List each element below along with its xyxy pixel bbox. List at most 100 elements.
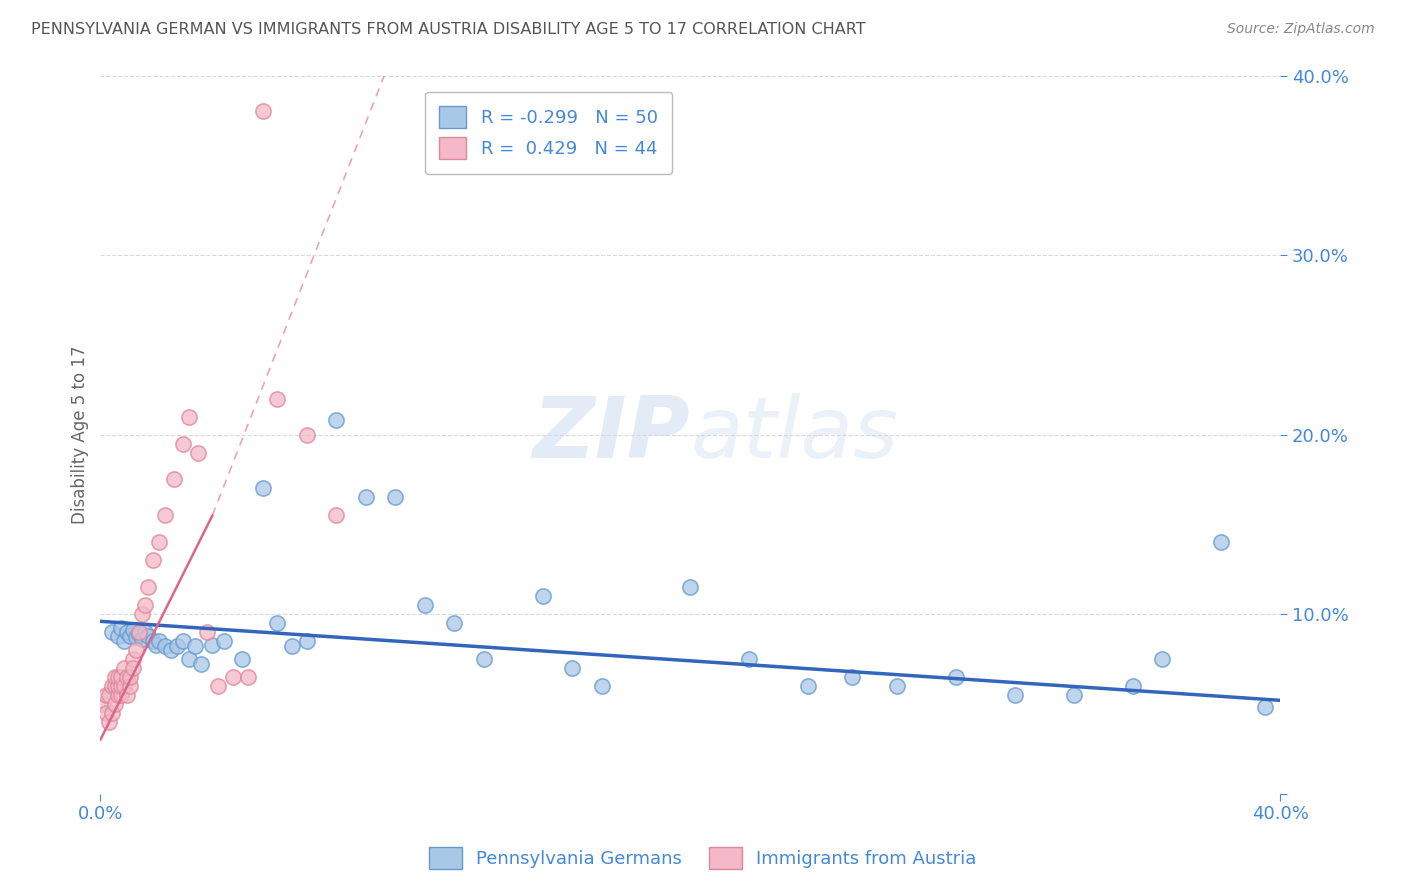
Point: [190, 657, 212, 672]
Point: [121, 652, 143, 666]
Point: [679, 580, 702, 594]
Legend: Pennsylvania Germans, Immigrants from Austria: Pennsylvania Germans, Immigrants from Au…: [422, 839, 984, 876]
Point: [177, 652, 200, 666]
Point: [886, 679, 908, 693]
Point: [101, 706, 124, 720]
Point: [252, 104, 274, 119]
Point: [1122, 679, 1144, 693]
Point: [136, 629, 159, 643]
Point: [104, 679, 127, 693]
Point: [142, 634, 165, 648]
Point: [160, 643, 183, 657]
Point: [121, 624, 143, 638]
Point: [443, 616, 465, 631]
Point: [118, 679, 141, 693]
Point: [115, 688, 138, 702]
Point: [118, 629, 141, 643]
Point: [155, 508, 177, 523]
Point: [107, 688, 129, 702]
Point: [212, 634, 235, 648]
Point: [131, 632, 153, 647]
Point: [107, 670, 129, 684]
Point: [222, 670, 245, 684]
Point: [1152, 652, 1174, 666]
Point: [172, 436, 194, 450]
Point: [112, 634, 135, 648]
Point: [561, 661, 583, 675]
Point: [107, 679, 129, 693]
Point: [266, 392, 288, 406]
Point: [91, 697, 114, 711]
Point: [163, 473, 186, 487]
Legend: R = -0.299   N = 50, R =  0.429   N = 44: R = -0.299 N = 50, R = 0.429 N = 44: [425, 92, 672, 174]
Point: [118, 670, 141, 684]
Point: [166, 640, 188, 654]
Point: [134, 598, 156, 612]
Point: [101, 625, 124, 640]
Point: [131, 607, 153, 621]
Point: [104, 697, 127, 711]
Point: [384, 491, 406, 505]
Point: [177, 409, 200, 424]
Point: [591, 679, 613, 693]
Point: [98, 688, 121, 702]
Point: [266, 616, 288, 631]
Point: [472, 652, 495, 666]
Point: [155, 640, 177, 654]
Point: [107, 629, 129, 643]
Point: [125, 631, 148, 645]
Point: [797, 679, 820, 693]
Point: [172, 634, 194, 648]
Point: [841, 670, 863, 684]
Point: [104, 670, 127, 684]
Text: atlas: atlas: [690, 393, 898, 476]
Point: [187, 445, 209, 459]
Point: [231, 652, 253, 666]
Point: [110, 622, 132, 636]
Point: [112, 661, 135, 675]
Point: [295, 427, 318, 442]
Point: [110, 679, 132, 693]
Point: [134, 625, 156, 640]
Point: [96, 706, 118, 720]
Point: [945, 670, 967, 684]
Point: [1004, 688, 1026, 702]
Point: [531, 589, 554, 603]
Point: [128, 627, 150, 641]
Point: [115, 670, 138, 684]
Point: [354, 491, 377, 505]
Point: [236, 670, 259, 684]
Y-axis label: Disability Age 5 to 17: Disability Age 5 to 17: [72, 345, 89, 524]
Point: [101, 679, 124, 693]
Text: PENNSYLVANIA GERMAN VS IMMIGRANTS FROM AUSTRIA DISABILITY AGE 5 TO 17 CORRELATIO: PENNSYLVANIA GERMAN VS IMMIGRANTS FROM A…: [31, 22, 866, 37]
Point: [98, 714, 121, 729]
Point: [195, 625, 218, 640]
Point: [1254, 700, 1277, 714]
Point: [413, 598, 436, 612]
Point: [96, 688, 118, 702]
Point: [125, 643, 148, 657]
Point: [145, 638, 167, 652]
Point: [115, 625, 138, 640]
Point: [110, 670, 132, 684]
Point: [128, 625, 150, 640]
Point: [148, 535, 170, 549]
Point: [325, 413, 347, 427]
Point: [112, 679, 135, 693]
Point: [325, 508, 347, 523]
Point: [295, 634, 318, 648]
Point: [184, 640, 207, 654]
Point: [738, 652, 761, 666]
Point: [148, 634, 170, 648]
Text: ZIP: ZIP: [533, 393, 690, 476]
Point: [207, 679, 229, 693]
Point: [1211, 535, 1233, 549]
Point: [110, 688, 132, 702]
Point: [1063, 688, 1085, 702]
Point: [252, 482, 274, 496]
Point: [281, 640, 304, 654]
Point: [121, 661, 143, 675]
Point: [142, 553, 165, 567]
Text: Source: ZipAtlas.com: Source: ZipAtlas.com: [1227, 22, 1375, 37]
Point: [136, 580, 159, 594]
